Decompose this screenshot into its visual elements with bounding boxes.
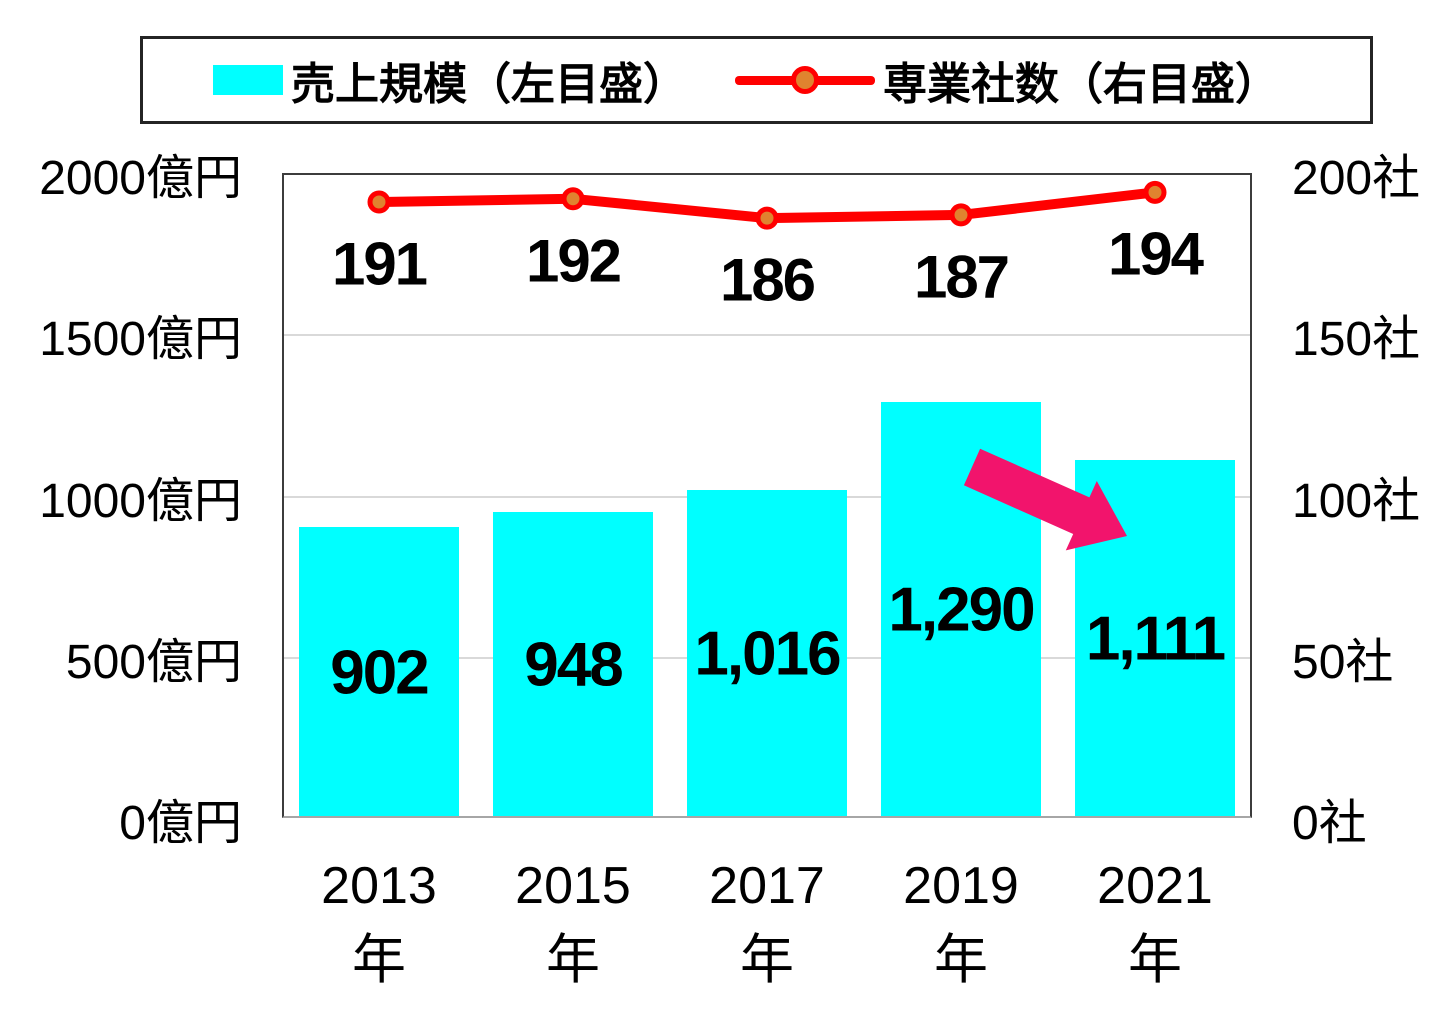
bar: [493, 512, 653, 818]
legend: 売上規模（左目盛） 専業社数（右目盛）: [140, 36, 1373, 124]
plot-area: 902 948 1,016 1,290 1,111: [282, 173, 1252, 818]
left-axis-tick-label: 0億円: [119, 797, 242, 850]
x-tick-year: 2015: [515, 857, 631, 915]
bar-value-label: 948: [524, 630, 623, 700]
x-axis-tick-label: 2013 年: [321, 857, 437, 987]
x-tick-year: 2019: [903, 857, 1019, 915]
x-axis-tick-label: 2021 年: [1097, 857, 1213, 987]
right-axis-tick-label: 50社: [1292, 635, 1394, 689]
line-value-label: 186: [719, 246, 816, 314]
line-value-label: 187: [913, 243, 1010, 311]
line-value-label: 191: [331, 230, 428, 298]
line-value-label: 192: [525, 227, 622, 295]
x-tick-suffix: 年: [352, 929, 406, 990]
x-tick-year: 2021: [1097, 857, 1213, 915]
line-value-label: 194: [1107, 220, 1204, 288]
left-axis-tick-label: 1000億円: [39, 474, 242, 528]
x-axis-tick-label: 2017 年: [709, 857, 825, 987]
left-axis-tick-label: 500億円: [65, 635, 242, 689]
bar-value-label: 1,290: [888, 575, 1035, 645]
x-axis-tick-label: 2015 年: [515, 857, 631, 987]
left-axis-tick-label: 2000億円: [39, 152, 242, 205]
bar-value-label: 902: [330, 638, 429, 708]
bar-value-label: 1,016: [694, 619, 841, 689]
x-tick-suffix: 年: [740, 929, 794, 990]
bar: [299, 527, 459, 818]
legend-line-swatch: [735, 64, 875, 96]
gridline: [282, 334, 1252, 337]
x-tick-year: 2017: [709, 857, 825, 915]
right-axis-tick-label: 200社: [1292, 152, 1421, 205]
right-axis-tick-label: 150社: [1292, 313, 1421, 367]
bar: [687, 490, 847, 818]
right-axis-tick-label: 0社: [1292, 797, 1367, 850]
legend-line-dot: [791, 66, 819, 94]
legend-line-label: 専業社数（右目盛）: [883, 60, 1279, 109]
left-axis-tick-label: 1500億円: [39, 313, 242, 367]
x-tick-suffix: 年: [546, 929, 600, 990]
x-tick-suffix: 年: [1128, 929, 1182, 990]
x-tick-year: 2013: [321, 857, 437, 915]
x-axis-tick-label: 2019 年: [903, 857, 1019, 987]
right-axis-tick-label: 100社: [1292, 474, 1421, 528]
legend-bar-swatch: [213, 65, 283, 95]
x-tick-suffix: 年: [934, 929, 988, 990]
legend-bar-label: 売上規模（左目盛）: [291, 60, 687, 109]
bar-value-label: 1,111: [1085, 604, 1226, 674]
